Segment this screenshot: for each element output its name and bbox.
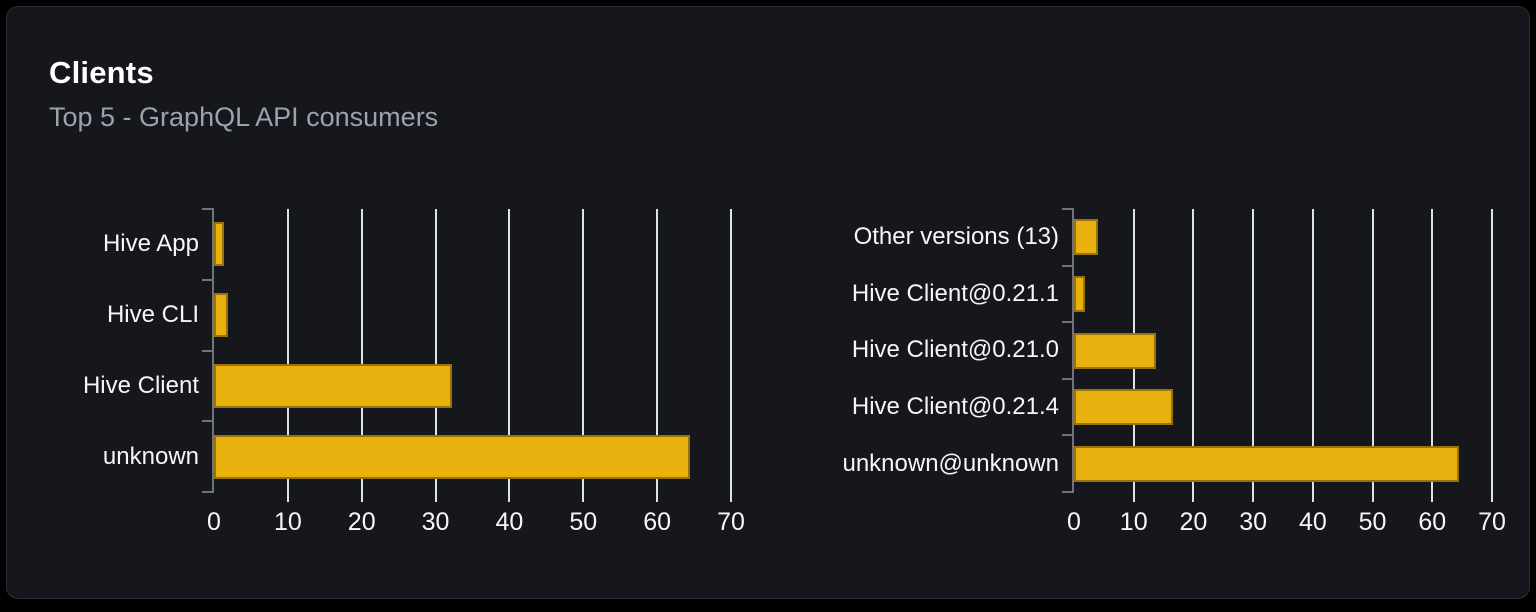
- x-axis-tick-label: 50: [1358, 508, 1387, 536]
- gridline-20: [360, 209, 363, 502]
- gridline-20: [1192, 209, 1195, 502]
- category-label: Hive App: [102, 230, 199, 258]
- bar-hive-cli[interactable]: [214, 293, 229, 338]
- y-axis-tick: [202, 491, 212, 493]
- x-axis-tick-label: 70: [1478, 508, 1506, 536]
- bar-hive-client-0-21-0[interactable]: [1074, 332, 1157, 369]
- gridline-70: [1491, 209, 1493, 502]
- y-axis-tick: [1062, 208, 1072, 210]
- y-axis-tick: [1062, 491, 1072, 493]
- category-label: Hive Client@0.21.0: [851, 336, 1059, 364]
- category-label: Other versions (13): [853, 223, 1059, 251]
- bar-hive-client-0-21-1[interactable]: [1074, 275, 1085, 312]
- clients-by-version-plot-area: [1062, 208, 1493, 502]
- y-axis-line: [212, 208, 214, 493]
- clients-by-name-plot-area: [202, 208, 732, 502]
- x-axis-tick-label: 0: [1067, 508, 1081, 536]
- y-axis-tick: [202, 278, 212, 281]
- card-title: Clients: [49, 55, 154, 90]
- bar-other-versions-13-[interactable]: [1074, 219, 1098, 256]
- category-label: unknown@unknown: [842, 449, 1059, 477]
- x-axis-tick-label: 40: [1298, 508, 1327, 536]
- category-label: Hive Client@0.21.1: [851, 279, 1059, 307]
- y-axis-tick: [202, 208, 212, 210]
- gridline-40: [1311, 209, 1314, 502]
- y-axis-line: [1072, 208, 1074, 493]
- bar-hive-app[interactable]: [214, 222, 224, 267]
- category-label: Hive Client: [82, 371, 199, 399]
- bar-hive-client[interactable]: [214, 363, 452, 408]
- gridline-70: [730, 209, 732, 502]
- x-axis-tick-label: 70: [717, 508, 745, 536]
- x-axis-tick-label: 10: [273, 508, 302, 536]
- category-label: Hive CLI: [106, 301, 199, 329]
- x-axis-tick-label: 60: [643, 508, 672, 536]
- y-axis-tick: [1062, 377, 1072, 380]
- gridline-40: [508, 209, 511, 502]
- gridline-50: [582, 209, 585, 502]
- x-axis-tick-label: 50: [569, 508, 598, 536]
- gridline-60: [1431, 209, 1434, 502]
- x-axis-tick-label: 30: [421, 508, 450, 536]
- y-axis-tick: [1062, 264, 1072, 267]
- gridline-30: [434, 209, 437, 502]
- clients-card: Clients Top 5 - GraphQL API consumers Hi…: [6, 6, 1530, 599]
- y-axis-tick: [1062, 321, 1072, 324]
- gridline-60: [656, 209, 659, 502]
- y-axis-tick: [202, 420, 212, 423]
- x-axis-tick-label: 30: [1239, 508, 1268, 536]
- card-subtitle: Top 5 - GraphQL API consumers: [49, 102, 439, 132]
- gridline-50: [1371, 209, 1374, 502]
- gridline-30: [1252, 209, 1255, 502]
- x-axis-tick-label: 20: [347, 508, 376, 536]
- y-axis-tick: [202, 349, 212, 352]
- x-axis-tick-label: 20: [1179, 508, 1208, 536]
- category-label: Hive Client@0.21.4: [851, 393, 1059, 421]
- charts-container: Hive App Hive CLI Hive Client unknown 0 10 20 3…: [7, 7, 1529, 598]
- y-axis-tick: [1062, 434, 1072, 437]
- bar-hive-client-0-21-4[interactable]: [1074, 389, 1173, 426]
- gridline-10: [286, 209, 289, 502]
- x-axis-tick-label: 10: [1119, 508, 1148, 536]
- bar-unknown-unknown[interactable]: [1074, 445, 1460, 482]
- x-axis-tick-label: 40: [495, 508, 524, 536]
- x-axis-tick-label: 60: [1418, 508, 1447, 536]
- x-axis-tick-label: 0: [207, 508, 221, 536]
- category-label: unknown: [102, 442, 199, 470]
- bar-unknown[interactable]: [214, 434, 691, 479]
